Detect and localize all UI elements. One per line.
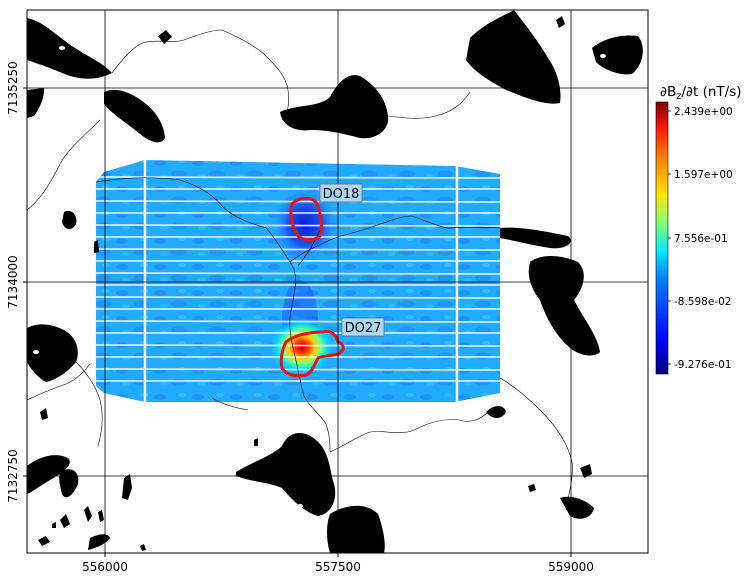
- colorbar-tick-label: -9.276e-01: [674, 359, 731, 371]
- target-outlines: [279, 196, 345, 378]
- em-survey-grid: [95, 160, 501, 402]
- grid-lines: [27, 10, 648, 553]
- y-axis: 7135250 7134000 7132750: [6, 61, 27, 503]
- drainage-lines: [27, 29, 573, 511]
- y-tick-label: 7132750: [6, 449, 20, 502]
- map-area: [27, 10, 648, 553]
- y-tick-label: 7135250: [6, 61, 20, 114]
- landmass-polygons: [27, 10, 643, 553]
- tie-lines: [143, 160, 459, 402]
- colorbar-tick-label: 2.439e+00: [674, 106, 733, 118]
- label-do27-text: DO27: [345, 321, 382, 336]
- colorbar-tick-label: -8.598e-02: [674, 296, 731, 308]
- do27-outline: [279, 330, 345, 378]
- islands: [33, 46, 606, 508]
- do27-anomaly: [268, 317, 336, 377]
- y-tick-label: 7134000: [6, 255, 20, 308]
- x-tick-label: 557500: [315, 560, 361, 574]
- x-axis: 556000 557500 559000: [82, 553, 594, 574]
- colorbar-tick-label: 7.556e-01: [674, 233, 728, 245]
- colorbar-tick-label: 1.597e+00: [674, 169, 733, 181]
- colorbar-title: ∂Bz/∂t (nT/s): [660, 84, 742, 102]
- label-do27: DO27: [341, 317, 385, 337]
- x-tick-label: 559000: [548, 560, 594, 574]
- label-do18-text: DO18: [323, 187, 360, 202]
- do18-outline: [289, 196, 323, 242]
- x-tick-label: 556000: [82, 560, 128, 574]
- colorbar: ∂Bz/∂t (nT/s) 2.439e+00 1.597e+00 7.556e…: [655, 84, 742, 375]
- label-do18: DO18: [319, 183, 363, 203]
- colorbar-ramp: [655, 101, 669, 375]
